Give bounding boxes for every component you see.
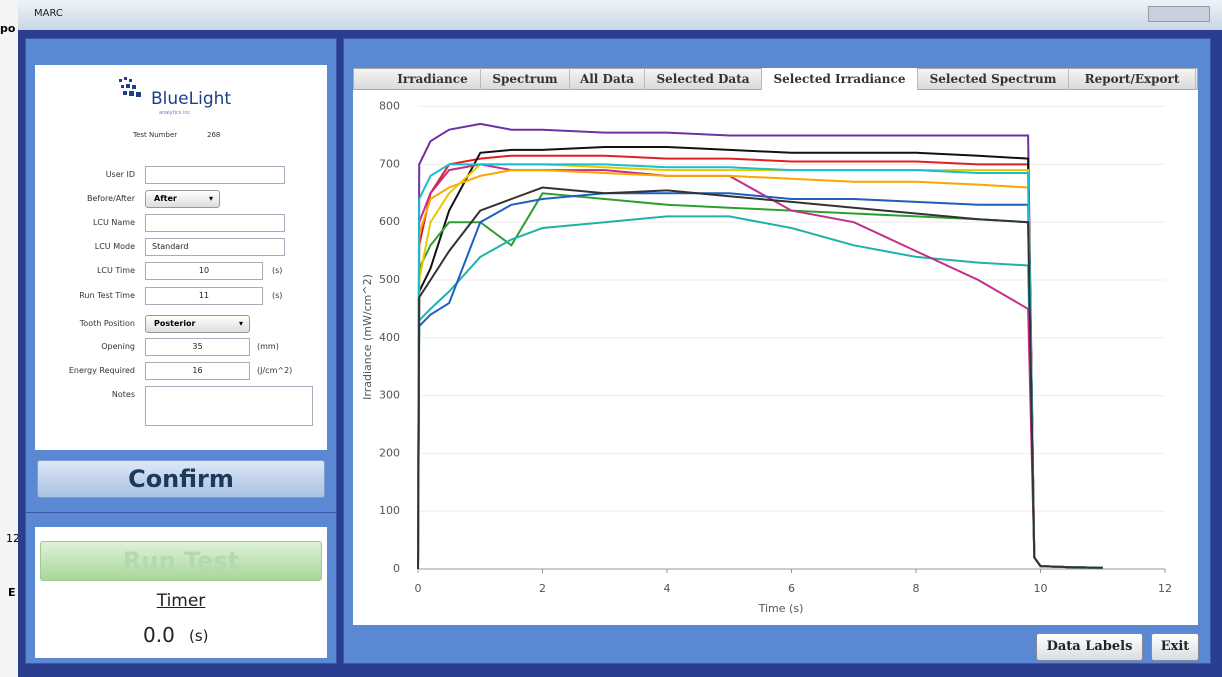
dropdown-arrow: ▾ xyxy=(238,319,243,328)
field-number[interactable]: 16 xyxy=(145,362,250,380)
confirm-button[interactable]: Confirm xyxy=(37,460,325,498)
series-line xyxy=(417,163,1103,570)
bg-text: 12 xyxy=(6,532,20,545)
chart: Irradiance (mW/cm^2) Time (s) 0100200300… xyxy=(361,100,1172,615)
x-axis-title: Time (s) xyxy=(758,602,804,615)
field-label: LCU Mode xyxy=(94,242,135,251)
window-controls[interactable] xyxy=(1148,6,1210,22)
x-tick-label: 10 xyxy=(1034,582,1048,595)
field-number[interactable]: 10 xyxy=(145,262,263,280)
y-tick-label: 0 xyxy=(393,562,400,575)
logo-name: BlueLight xyxy=(151,89,232,109)
field-textarea[interactable] xyxy=(145,386,313,426)
form-panel: BlueLight analytics inc Test Number 268 … xyxy=(35,65,327,450)
tab[interactable]: All Data xyxy=(570,68,645,90)
y-tick-label: 200 xyxy=(379,446,400,459)
series-line xyxy=(417,192,1103,570)
bg-text: po xyxy=(0,22,16,35)
field-label: Before/After xyxy=(86,194,135,203)
field-label: User ID xyxy=(105,170,135,179)
tab[interactable]: Spectrum xyxy=(481,68,570,90)
x-tick-label: 8 xyxy=(913,582,920,595)
series-line xyxy=(417,154,1103,570)
test-number-label: Test Number xyxy=(133,131,178,139)
x-tick-label: 6 xyxy=(788,582,795,595)
logo-tagline: analytics inc xyxy=(159,110,191,116)
y-tick-label: 100 xyxy=(379,504,400,517)
x-tick-label: 2 xyxy=(539,582,546,595)
y-tick-label: 300 xyxy=(379,389,400,402)
series-line xyxy=(417,146,1103,570)
tab[interactable]: Selected Spectrum xyxy=(918,68,1069,90)
series-line xyxy=(417,122,1103,570)
field-select[interactable]: Posterior ▾ xyxy=(145,315,250,333)
series-line xyxy=(417,163,1103,570)
y-tick-label: 500 xyxy=(379,273,400,286)
timer-unit: (s) xyxy=(189,627,209,645)
field-label: Opening xyxy=(101,342,135,351)
y-axis-title: Irradiance (mW/cm^2) xyxy=(361,274,374,400)
dropdown-arrow: ▾ xyxy=(208,194,213,203)
x-tick-label: 4 xyxy=(664,582,671,595)
window-title: MARC xyxy=(34,8,63,19)
tab[interactable]: Selected Data xyxy=(645,68,762,90)
field-label: Tooth Position xyxy=(79,319,135,328)
tab[interactable]: Report/Export xyxy=(1069,68,1196,90)
field-select[interactable]: After ▾ xyxy=(145,190,220,208)
y-tick-label: 600 xyxy=(379,215,400,228)
field-label: Notes xyxy=(111,390,135,399)
field-label: Run Test Time xyxy=(79,291,135,300)
bg-text: E xyxy=(8,586,16,599)
field-unit: (J/cm^2) xyxy=(257,366,293,375)
y-tick-label: 400 xyxy=(379,331,400,344)
series-line xyxy=(417,186,1103,570)
timer-label: Timer xyxy=(156,591,206,611)
y-tick-label: 700 xyxy=(379,157,400,170)
logo-icon xyxy=(119,77,141,97)
series-line xyxy=(417,192,1103,570)
field-number[interactable]: 35 xyxy=(145,338,250,356)
test-number-value: 268 xyxy=(207,131,221,139)
exit-button[interactable]: Exit xyxy=(1151,633,1199,661)
field-text[interactable]: Standard xyxy=(145,238,285,256)
y-tick-label: 800 xyxy=(379,100,400,113)
field-text[interactable] xyxy=(145,214,285,232)
field-unit: (mm) xyxy=(257,342,279,351)
run-test-button[interactable]: Run Test xyxy=(40,541,322,581)
field-label: LCU Time xyxy=(96,266,135,275)
field-text[interactable] xyxy=(145,166,285,184)
timer-value: 0.0 xyxy=(143,623,175,647)
field-label: LCU Name xyxy=(92,218,135,227)
x-tick-label: 0 xyxy=(415,582,422,595)
series-line xyxy=(417,215,1103,570)
series-line xyxy=(417,163,1103,570)
title-bar: MARC xyxy=(18,0,1222,30)
data-labels-button[interactable]: Data Labels xyxy=(1036,633,1143,661)
tab[interactable]: Irradiance xyxy=(385,68,481,90)
tab[interactable]: Selected Irradiance xyxy=(762,68,918,91)
field-unit: (s) xyxy=(272,291,283,300)
field-number[interactable]: 11 xyxy=(145,287,263,305)
background-window: po 12 E xyxy=(0,0,20,677)
field-label: Energy Required xyxy=(68,366,135,375)
run-panel: Run Test Timer 0.0 (s) xyxy=(35,527,327,658)
x-tick-label: 12 xyxy=(1158,582,1172,595)
chart-area: Irradiance (mW/cm^2) Time (s) 0 100 200 300… xyxy=(353,90,1198,625)
field-unit: (s) xyxy=(272,266,283,275)
